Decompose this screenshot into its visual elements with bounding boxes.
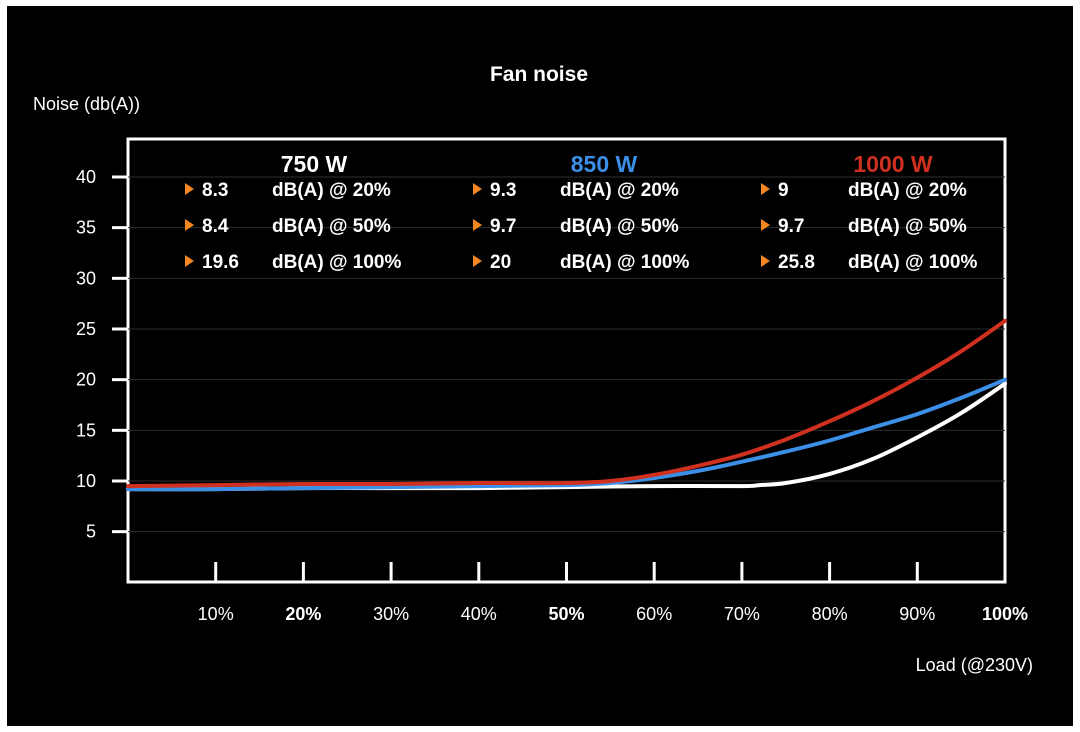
series-line-2 [126,377,1007,492]
x-tick-label: 100% [982,604,1028,624]
stat-value: 8.4 [202,216,229,237]
stat-label: dB(A) @ 20% [848,180,967,201]
stat-value: 20 [490,252,511,273]
y-tick-label: 15 [76,420,96,440]
stat-label: dB(A) @ 20% [272,180,391,201]
y-tick-label: 35 [76,218,96,238]
y-axis-label: Noise (db(A)) [33,94,140,114]
x-tick-label: 40% [461,604,497,624]
stat-value: 9.3 [490,180,516,201]
stat-label: dB(A) @ 100% [848,252,977,273]
stat-label: dB(A) @ 100% [272,252,401,273]
stat-value: 25.8 [778,252,815,273]
x-tick-label: 10% [198,604,234,624]
stat-label: dB(A) @ 50% [560,216,679,237]
x-tick-label: 50% [548,604,584,624]
stat-label: dB(A) @ 50% [272,216,391,237]
x-tick-label: 60% [636,604,672,624]
y-tick-label: 40 [76,167,96,187]
stat-value: 9.7 [490,216,516,237]
stat-value: 9.7 [778,216,804,237]
series-name-3: 1000 W [853,151,933,177]
series-name-2: 850 W [571,151,638,177]
bullet-arrow-icon [761,183,770,195]
bullet-arrow-icon [473,219,482,231]
series-name-1: 750 W [281,151,348,177]
grid-layer [128,176,1005,533]
fan-noise-chart: Fan noise Noise (db(A)) Load (@230V) 5 10… [33,63,1033,675]
plot-frame [126,137,1007,584]
y-tick-label: 20 [76,370,96,390]
bullet-arrow-icon [185,183,194,195]
chart-title: Fan noise [490,63,588,86]
x-axis-label: Load (@230V) [916,655,1033,675]
stat-label: dB(A) @ 50% [848,216,967,237]
stat-label: dB(A) @ 20% [560,180,679,201]
y-tick-label: 25 [76,319,96,339]
bullet-arrow-icon [185,219,194,231]
bullet-arrow-icon [473,183,482,195]
stat-value: 8.3 [202,180,228,201]
stat-value: 19.6 [202,252,239,273]
series-line-3 [126,318,1007,489]
bullet-arrow-icon [185,255,194,267]
y-tick-label: 5 [86,522,96,542]
y-tick-label: 10 [76,471,96,491]
x-tick-label: 20% [285,604,321,624]
x-tick-label: 80% [812,604,848,624]
series-layer [126,318,1007,492]
legend-layer: 750 W 8.3 dB(A) @ 20% 8.4 dB(A) @ 50% 19.6 dB(… [185,151,977,273]
x-tick-label: 70% [724,604,760,624]
tick-layer: 5 10 15 20 25 30 35 40 10% 20% 30% 40% 50% 60% 70% 80% 9… [76,167,1028,624]
stat-value: 9 [778,180,789,201]
bullet-arrow-icon [761,255,770,267]
stat-label: dB(A) @ 100% [560,252,689,273]
y-tick-label: 30 [76,268,96,288]
chart-panel: Fan noise Noise (db(A)) Load (@230V) 5 10… [7,6,1073,726]
x-tick-label: 90% [899,604,935,624]
x-tick-label: 30% [373,604,409,624]
bullet-arrow-icon [761,219,770,231]
bullet-arrow-icon [473,255,482,267]
